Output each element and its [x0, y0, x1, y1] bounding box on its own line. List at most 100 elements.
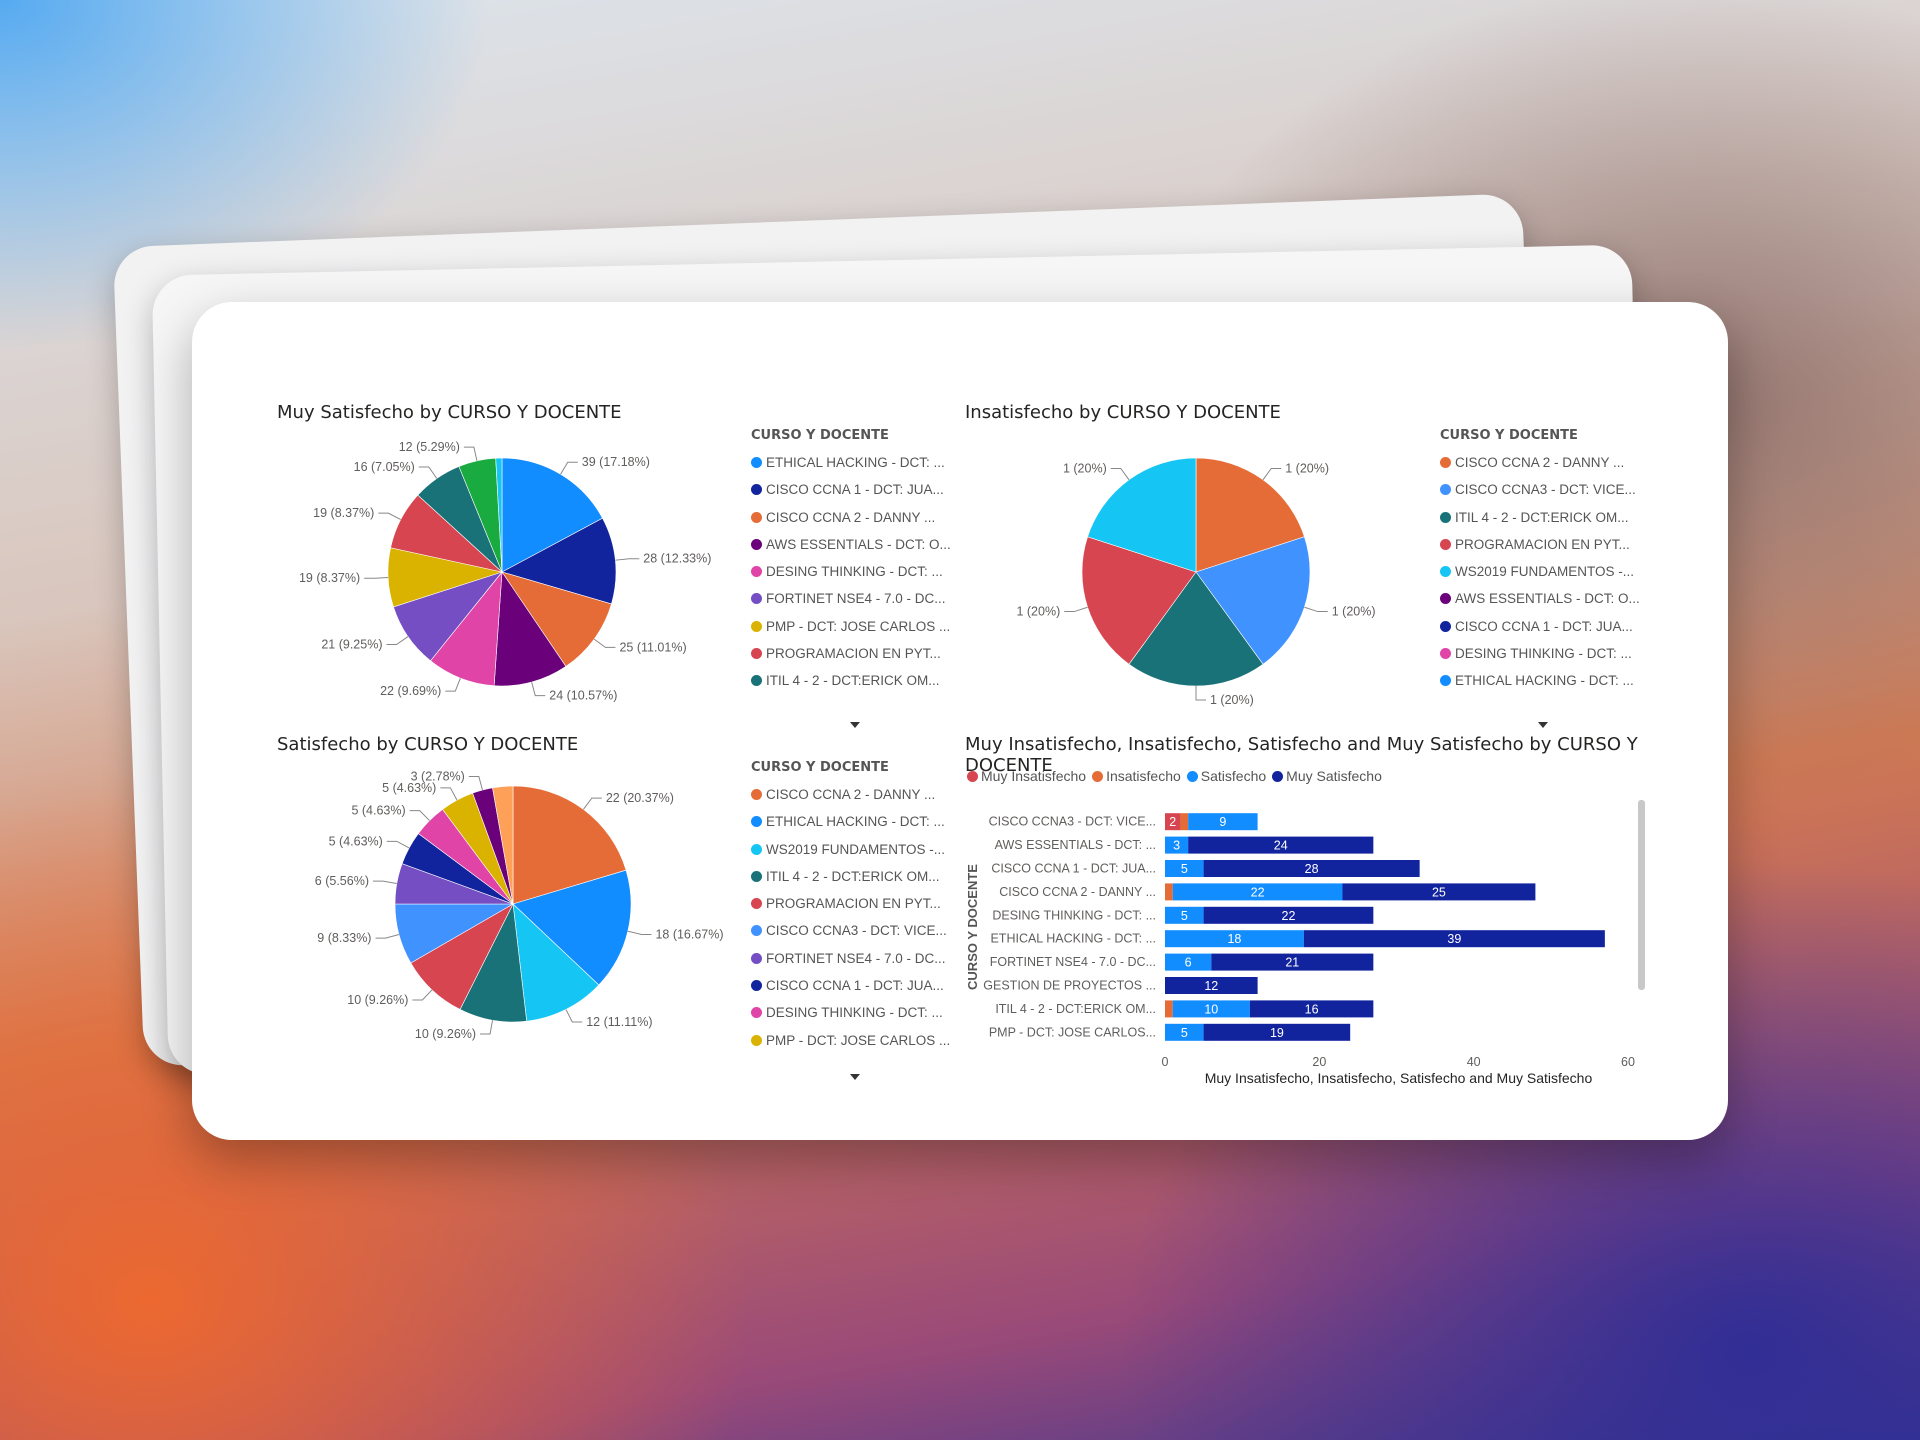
pie-data-label: 18 (16.67%): [655, 927, 723, 941]
pie-slice[interactable]: [1128, 571, 1264, 687]
pie-3-legend-scroll-down[interactable]: [850, 1074, 860, 1080]
legend-item[interactable]: ITIL 4 - 2 - DCT:ERICK OM...: [1440, 504, 1640, 531]
legend-item[interactable]: PROGRAMACION EN PYT...: [1440, 531, 1640, 558]
bar-segment[interactable]: [1165, 977, 1258, 994]
bar-segment[interactable]: [1165, 860, 1204, 877]
pie-slice[interactable]: [1081, 536, 1197, 665]
bar-segment[interactable]: [1172, 883, 1343, 901]
bar-legend-item[interactable]: Muy Insatisfecho: [967, 768, 1086, 784]
pie-slice[interactable]: [1195, 457, 1305, 573]
pie-data-label: 1 (20%): [1210, 693, 1254, 707]
pie-2-legend-scroll-down[interactable]: [1538, 722, 1548, 728]
legend-item[interactable]: CISCO CCNA 2 - DANNY ...: [751, 781, 950, 808]
pie-data-label: 16 (7.05%): [354, 460, 415, 474]
bar-category-label: CISCO CCNA 1 - DCT: JUA...: [991, 862, 1156, 876]
legend-item[interactable]: DESING THINKING - DCT: ...: [751, 558, 951, 585]
legend-item[interactable]: CISCO CCNA 2 - DANNY ...: [1440, 449, 1640, 476]
bar-category-label: ETHICAL HACKING - DCT: ...: [990, 932, 1156, 946]
legend-color-dot: [1440, 538, 1451, 550]
legend-item[interactable]: CISCO CCNA 1 - DCT: JUA...: [751, 476, 951, 503]
legend-item[interactable]: AWS ESSENTIALS - DCT: O...: [1440, 585, 1640, 612]
pie-1-legend-scroll-down[interactable]: [850, 722, 860, 728]
legend-item[interactable]: PROGRAMACION EN PYT...: [751, 640, 951, 667]
legend-item[interactable]: CISCO CCNA 1 - DCT: JUA...: [1440, 613, 1640, 640]
bar-segment[interactable]: [1188, 813, 1258, 831]
legend-item[interactable]: CISCO CCNA3 - DCT: VICE...: [1440, 476, 1640, 503]
pie-leader-line: [615, 558, 640, 561]
bar-segment[interactable]: [1165, 953, 1212, 971]
bar-segment[interactable]: [1203, 1023, 1351, 1041]
legend-color-dot: [751, 566, 762, 578]
legend-item[interactable]: PMP - DCT: JOSE CARLOS ...: [751, 1027, 950, 1054]
bar-segment[interactable]: [1165, 906, 1204, 924]
bar-segment[interactable]: [1211, 953, 1374, 971]
pie-data-label: 5 (4.63%): [351, 804, 405, 818]
legend-item[interactable]: WS2019 FUNDAMENTOS -...: [751, 836, 950, 863]
pie-3-chart: 22 (20.37%) 18 (16.67%) 12 (11.11%) 10 (9.2…: [315, 769, 724, 1040]
legend-item[interactable]: CISCO CCNA 1 - DCT: JUA...: [751, 972, 950, 999]
pie-leader-line: [375, 934, 400, 939]
pie-data-label: 12 (5.29%): [399, 440, 460, 454]
pie-slice[interactable]: [495, 457, 503, 573]
legend-item[interactable]: AWS ESSENTIALS - DCT: O...: [751, 531, 951, 558]
bar-segment[interactable]: [1203, 906, 1374, 924]
bar-segment[interactable]: [1203, 860, 1420, 877]
legend-item[interactable]: FORTINET NSE4 - 7.0 - DC...: [751, 585, 951, 612]
pie-leader-line: [560, 461, 578, 475]
bar-data-label: 22: [1251, 885, 1265, 899]
legend-item[interactable]: ETHICAL HACKING - DCT: ...: [1440, 667, 1640, 694]
legend-item[interactable]: DESING THINKING - DCT: ...: [751, 999, 950, 1026]
pie-slice[interactable]: [1195, 536, 1311, 665]
legend-item[interactable]: ETHICAL HACKING - DCT: ...: [751, 449, 951, 476]
pie-data-label: 24 (10.57%): [549, 689, 617, 703]
legend-item[interactable]: ITIL 4 - 2 - DCT:ERICK OM...: [751, 667, 951, 694]
legend-item[interactable]: CISCO CCNA3 - DCT: VICE...: [751, 917, 950, 944]
pie-leader-line: [1064, 606, 1088, 613]
bar-segment[interactable]: [1342, 883, 1536, 901]
bar-segment[interactable]: [1180, 813, 1189, 831]
legend-item[interactable]: PMP - DCT: JOSE CARLOS ...: [751, 613, 951, 640]
pie-data-label: 10 (9.26%): [347, 993, 408, 1007]
bar-legend-label: Muy Insatisfecho: [981, 768, 1087, 784]
bar-segment[interactable]: [1165, 1023, 1204, 1041]
legend-item[interactable]: ETHICAL HACKING - DCT: ...: [751, 808, 950, 835]
legend-item[interactable]: CISCO CCNA 2 - DANNY ...: [751, 504, 951, 531]
pie-slice[interactable]: [492, 785, 514, 905]
bar-segment[interactable]: [1165, 836, 1189, 854]
bar-segment[interactable]: [1303, 930, 1605, 948]
bar-legend-item[interactable]: Satisfecho: [1186, 768, 1266, 784]
bar-segment[interactable]: [1249, 1000, 1374, 1018]
legend-item[interactable]: ITIL 4 - 2 - DCT:ERICK OM...: [751, 863, 950, 890]
bar-segment[interactable]: [1172, 1000, 1250, 1018]
bar-legend-item[interactable]: Muy Satisfecho: [1272, 768, 1382, 784]
bar-segment[interactable]: [1165, 930, 1304, 948]
legend-label: ETHICAL HACKING - DCT: ...: [766, 814, 945, 830]
pie-slice[interactable]: [493, 571, 567, 687]
bar-data-label: 12: [1204, 979, 1218, 993]
bar-segment[interactable]: [1165, 1000, 1173, 1018]
legend-item[interactable]: WS2019 FUNDAMENTOS -...: [1440, 558, 1640, 585]
legend-item[interactable]: DESING THINKING - DCT: ...: [1440, 640, 1640, 667]
pie-data-label: 19 (8.37%): [299, 571, 360, 585]
legend-item[interactable]: FORTINET NSE4 - 7.0 - DC...: [751, 945, 950, 972]
pie-slice[interactable]: [501, 571, 612, 667]
pie-3-legend: CURSO Y DOCENTE CISCO CCNA 2 - DANNY ...…: [751, 760, 950, 1054]
legend-color-dot: [751, 620, 762, 632]
bar-segment[interactable]: [1165, 883, 1173, 901]
legend-label: CISCO CCNA 1 - DCT: JUA...: [1455, 618, 1633, 634]
pie-slice[interactable]: [512, 785, 627, 905]
bar-legend-item[interactable]: Insatisfecho: [1092, 768, 1181, 784]
pie-2-chart: 1 (20%) 1 (20%) 1 (20%) 1 (20%) 1 (20%): [1016, 457, 1376, 707]
bar-chart-scrollbar[interactable]: [1638, 800, 1645, 990]
bar-segment[interactable]: [1188, 836, 1374, 854]
legend-color-dot: [751, 538, 762, 550]
legend-item[interactable]: PROGRAMACION EN PYT...: [751, 890, 950, 917]
pie-3-title: Satisfecho by CURSO Y DOCENTE: [277, 734, 579, 755]
dashboard-card: Muy Satisfecho by CURSO Y DOCENTE 39 (17…: [192, 302, 1728, 1140]
pie-2-title: Insatisfecho by CURSO Y DOCENTE: [965, 402, 1281, 423]
pie-slice[interactable]: [1087, 457, 1197, 573]
pie-leader-line: [480, 1020, 494, 1035]
legend-label: DESING THINKING - DCT: ...: [766, 564, 943, 580]
legend-color-dot: [1440, 648, 1451, 660]
bar-segment[interactable]: [1165, 813, 1181, 831]
